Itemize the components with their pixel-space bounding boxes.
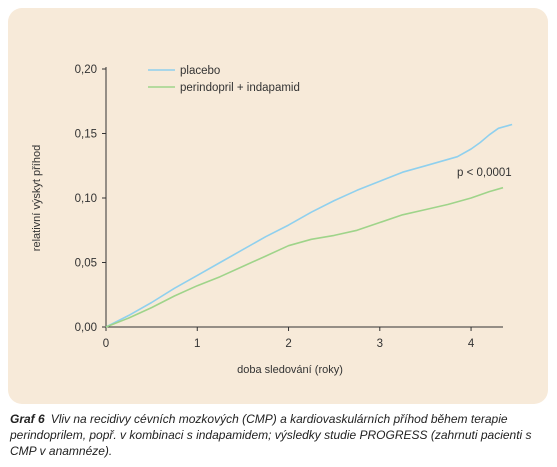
y-tick-label: 0,20: [75, 64, 97, 76]
series-line-placebo: [105, 123, 513, 328]
y-axis-title: relativní výskyt příhod: [31, 145, 43, 251]
x-axis-title: doba sledování (roky): [237, 364, 343, 376]
y-tick-label: 0,10: [75, 193, 97, 205]
caption-text: Vliv na recidivy cévních mozkových (CMP)…: [10, 412, 532, 458]
x-tick-label: 3: [377, 338, 383, 350]
series-layer: [105, 123, 513, 328]
x-tick-label: 2: [285, 338, 291, 350]
y-tick-label: 0,00: [75, 322, 97, 334]
x-tick-label: 1: [194, 338, 200, 350]
y-tick-label: 0,05: [75, 258, 97, 270]
p-value-annotation: p < 0,0001: [457, 167, 512, 179]
legend-label: placebo: [180, 65, 220, 77]
legend: placebo perindopril + indapamid: [148, 65, 300, 94]
caption-label: Graf 6: [10, 412, 45, 426]
figure-caption: Graf 6 Vliv na recidivy cévních mozkových…: [10, 411, 550, 459]
legend-label: perindopril + indapamid: [180, 82, 300, 94]
line-chart: 0,00 0,05 0,10 0,15 0,20 0 1 2 3 4 placebo perindo…: [31, 64, 513, 376]
x-tick-label: 0: [103, 338, 109, 350]
y-tick-label: 0,15: [75, 129, 97, 141]
chart-panel: [8, 8, 548, 404]
series-line-perindopril-indapamid: [105, 186, 504, 328]
x-tick-label: 4: [468, 338, 475, 350]
axes: 0,00 0,05 0,10 0,15 0,20 0 1 2 3 4: [75, 64, 503, 350]
